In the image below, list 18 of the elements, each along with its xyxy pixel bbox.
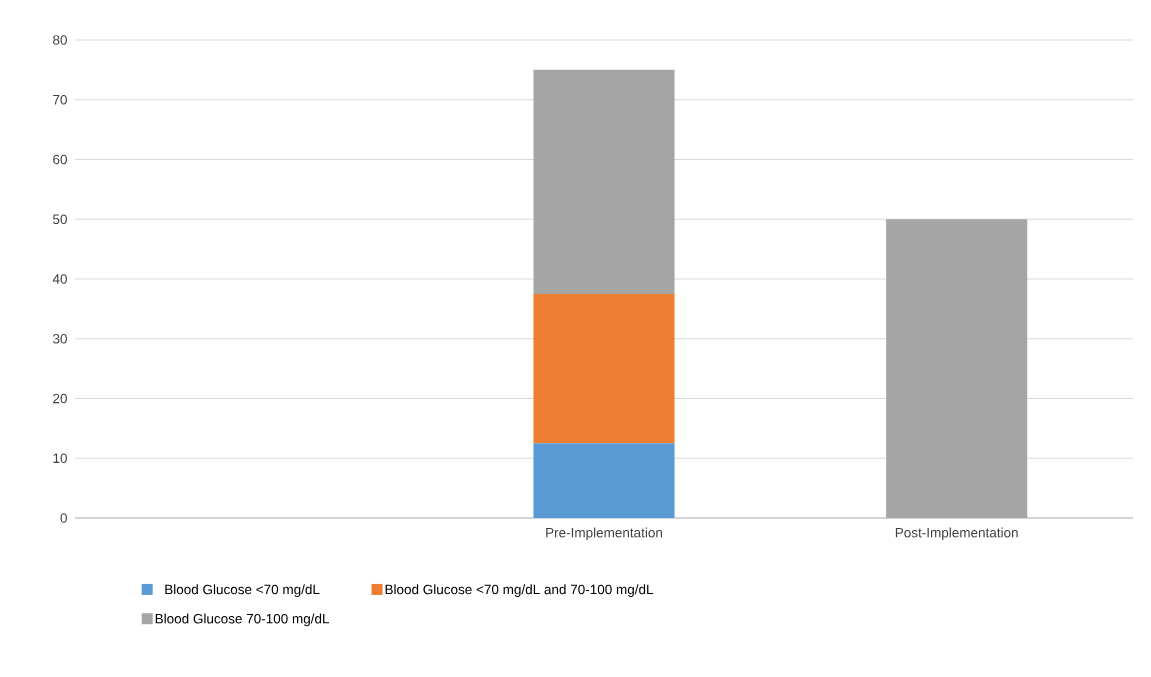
y-tick-label: 70 — [53, 94, 67, 105]
legend-label: Blood Glucose 70-100 mg/dL — [155, 613, 330, 627]
y-tick-label: 10 — [53, 453, 67, 464]
y-tick-label: 20 — [53, 393, 67, 404]
y-tick-label: 30 — [52, 333, 67, 344]
legend-label: Blood Glucose <70 mg/dL — [165, 584, 320, 597]
bar — [533, 443, 675, 518]
bar — [533, 293, 675, 444]
legend-label: Blood Glucose <70 mg/dL and 70-100 mg/dL — [385, 584, 654, 597]
x-tick-label: Pre-Implementation — [546, 527, 663, 541]
y-tick-label: 0 — [60, 513, 67, 523]
bar — [886, 219, 1028, 518]
y-tick-label: 80 — [53, 35, 67, 45]
y-tick-label: 50 — [53, 214, 67, 225]
bar — [533, 69, 675, 294]
y-tick-label: 40 — [52, 274, 67, 284]
y-tick-label: 60 — [53, 154, 67, 165]
x-tick-label: Post-Implementation — [895, 527, 1018, 541]
